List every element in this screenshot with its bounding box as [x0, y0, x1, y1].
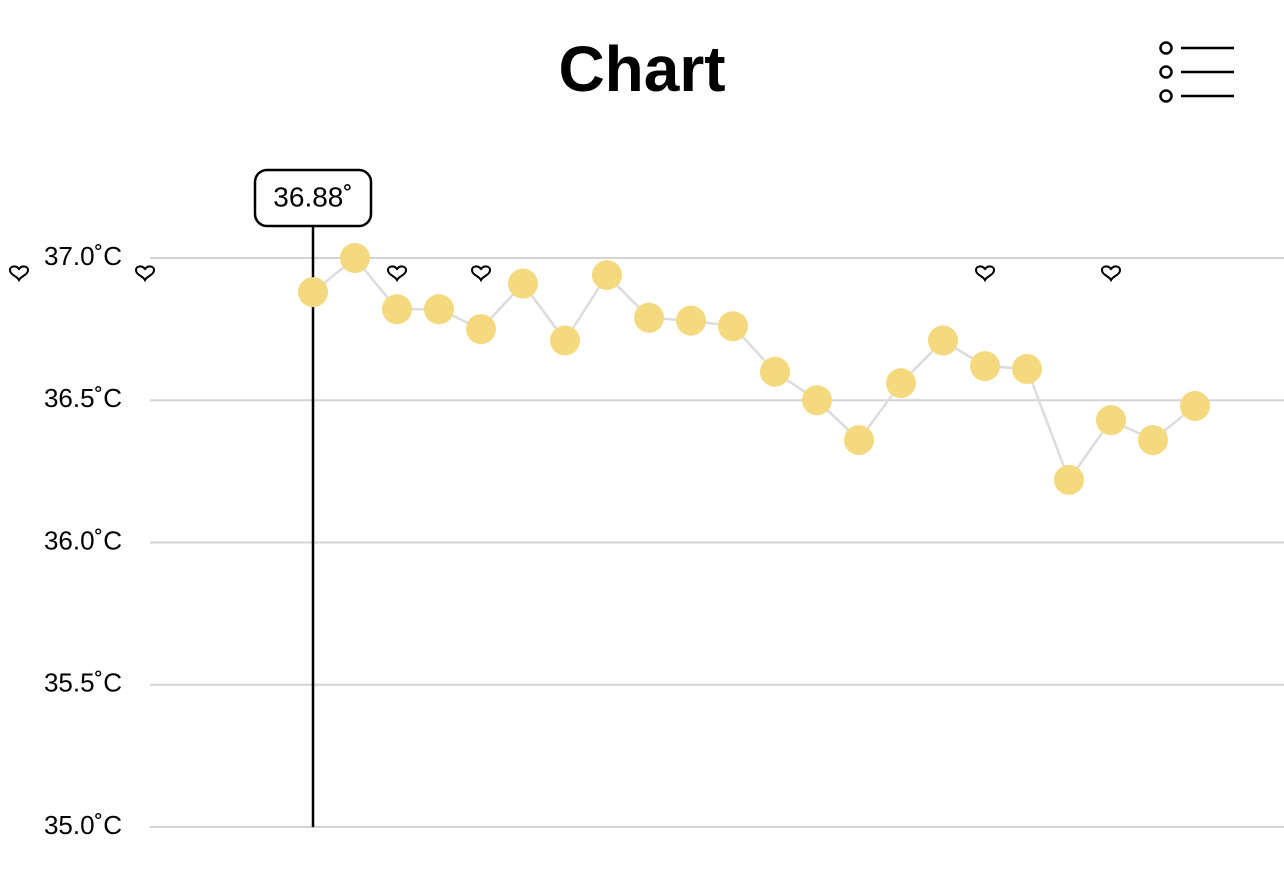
heart-marker: [974, 265, 996, 283]
y-tick-label: 36.5˚C: [44, 383, 122, 413]
data-point: [970, 351, 1000, 382]
data-point: [382, 294, 412, 325]
data-point: [886, 368, 916, 399]
data-point: [298, 277, 328, 308]
y-tick-label: 35.0˚C: [44, 810, 122, 840]
data-point: [760, 356, 790, 387]
data-point: [844, 425, 874, 456]
data-point: [466, 314, 496, 345]
heart-marker: [470, 265, 492, 283]
data-point: [802, 385, 832, 416]
data-point: [340, 243, 370, 273]
data-point: [1096, 405, 1126, 436]
data-point: [928, 325, 958, 356]
heart-marker: [8, 265, 30, 283]
heart-marker: [386, 265, 408, 283]
data-point: [508, 268, 538, 299]
tooltip-box: [253, 168, 373, 228]
heart-marker: [1100, 265, 1122, 283]
data-point: [634, 302, 664, 333]
data-point: [592, 260, 622, 291]
tooltip-label: 36.88˚: [273, 181, 352, 212]
y-tick-label: 37.0˚C: [44, 241, 122, 271]
menu-button[interactable]: [1159, 41, 1235, 103]
data-point: [1054, 464, 1084, 495]
data-point: [1180, 390, 1210, 421]
heart-marker: [134, 265, 156, 283]
data-line: [312, 256, 1196, 483]
data-point: [1138, 425, 1168, 456]
data-point: [1012, 353, 1042, 384]
data-point: [550, 325, 580, 356]
y-tick-label: 35.5˚C: [44, 668, 122, 698]
data-point: [676, 305, 706, 336]
data-point: [424, 294, 454, 325]
chart-title: Chart: [558, 33, 725, 105]
data-point: [718, 311, 748, 342]
y-tick-label: 36.0˚C: [44, 525, 122, 555]
